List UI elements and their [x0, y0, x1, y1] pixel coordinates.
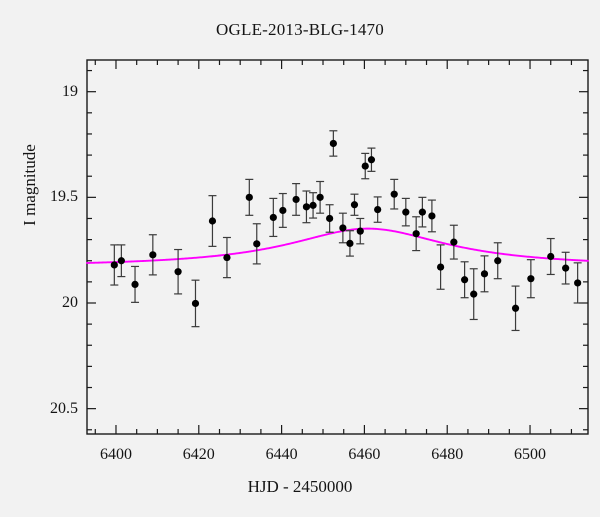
- data-point: [511, 285, 520, 332]
- plot-frame: [86, 59, 589, 435]
- data-point: [148, 234, 157, 276]
- x-tick-label: 6400: [99, 446, 132, 463]
- data-point: [316, 180, 325, 214]
- data-point: [252, 223, 261, 265]
- data-point: [222, 236, 231, 279]
- data-point: [350, 193, 359, 216]
- y-tick-label: 20.5: [50, 399, 78, 417]
- data-point: [269, 197, 278, 238]
- data-point: [546, 237, 555, 276]
- data-point: [436, 244, 445, 290]
- data-point: [427, 199, 436, 233]
- data-point: [309, 192, 318, 219]
- data-point: [208, 195, 217, 247]
- data-point: [338, 212, 347, 244]
- data-point: [390, 178, 399, 210]
- data-point: [356, 217, 365, 245]
- data-point: [373, 196, 382, 223]
- x-tick-label: 6480: [431, 446, 464, 463]
- data-point: [418, 196, 427, 228]
- data-point: [110, 244, 119, 286]
- axis-ticks: [87, 60, 588, 434]
- data-point: [573, 262, 582, 304]
- data-point: [469, 268, 478, 321]
- data-point: [174, 248, 183, 295]
- x-tick-label: 6440: [265, 446, 298, 463]
- data-point: [117, 244, 126, 278]
- model-curve: [86, 227, 589, 264]
- data-point: [412, 216, 421, 252]
- data-point: [480, 255, 489, 293]
- data-point: [561, 251, 570, 285]
- data-series: [110, 130, 582, 332]
- x-tick-label: 6460: [348, 446, 381, 463]
- data-point: [493, 242, 502, 280]
- data-point: [245, 178, 254, 216]
- data-point: [361, 152, 370, 180]
- data-point: [526, 259, 535, 299]
- x-axis-label: HJD - 2450000: [247, 477, 353, 496]
- y-tick-label: 20: [62, 293, 78, 311]
- data-point: [345, 230, 354, 257]
- data-point: [367, 147, 376, 172]
- data-point: [325, 204, 334, 233]
- data-point: [460, 261, 469, 299]
- data-point: [449, 224, 458, 260]
- data-point: [191, 279, 200, 328]
- data-point: [131, 265, 140, 303]
- data-point: [401, 197, 410, 227]
- y-tick-label: 19: [62, 82, 78, 100]
- x-tick-label: 6420: [182, 446, 215, 463]
- y-tick-label: 19.5: [50, 188, 78, 206]
- data-point: [292, 183, 301, 216]
- data-point: [278, 192, 287, 228]
- data-point: [329, 130, 338, 157]
- x-tick-label: 6500: [514, 446, 547, 463]
- data-point: [302, 190, 311, 224]
- page-title: OGLE-2013-BLG-1470: [216, 20, 384, 39]
